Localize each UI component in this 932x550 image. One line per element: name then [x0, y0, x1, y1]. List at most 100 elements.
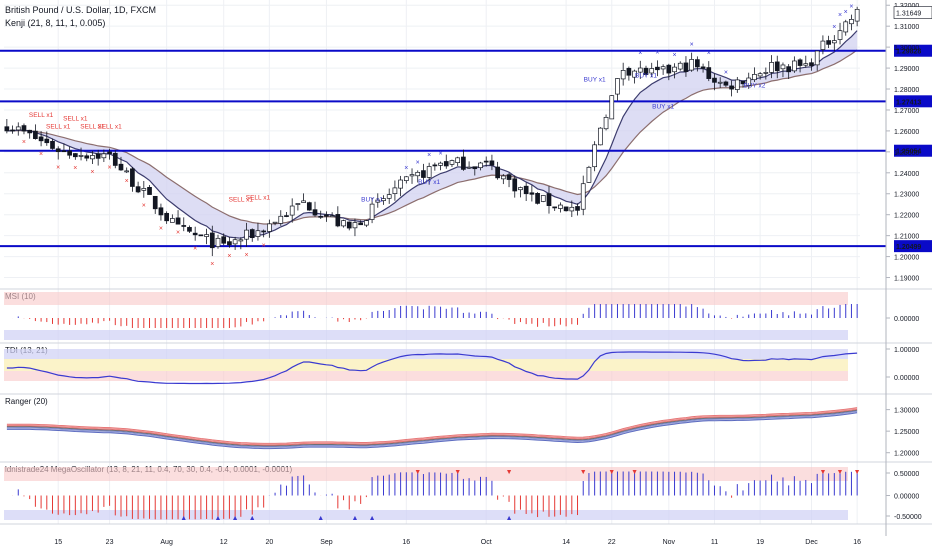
x-tick-label: 15: [54, 539, 62, 546]
indicator-bands: [6, 30, 858, 239]
x-tick-label: 14: [562, 539, 570, 546]
signal-cross-marker: ×: [838, 12, 842, 19]
candle-body: [135, 186, 141, 193]
candles: [4, 6, 860, 257]
x-tick-label: Oct: [481, 539, 492, 546]
ranger-upper-line: [6, 408, 858, 445]
signal-cross-marker: ×: [724, 70, 728, 77]
candle-body: [529, 192, 535, 195]
candle-body: [792, 60, 797, 72]
candle-body: [757, 73, 763, 77]
candle-body: [403, 176, 409, 181]
x-tick-label: 11: [711, 539, 718, 546]
mega-sell-marker: ▼: [580, 469, 587, 476]
mega-sell-marker: ▼: [608, 469, 615, 476]
ranger-mid-line: [6, 409, 858, 447]
signal-cross-marker: ×: [193, 246, 197, 253]
x-tick-label: 16: [402, 539, 410, 546]
candle-body: [67, 150, 72, 156]
candle-body: [746, 77, 752, 86]
candle-body: [238, 239, 244, 242]
candle-body: [95, 153, 101, 159]
candle-body: [312, 209, 318, 216]
candle-body: [558, 204, 563, 209]
candle-body: [352, 222, 358, 229]
candle-body: [124, 170, 130, 173]
signal-cross-marker: ×: [690, 42, 694, 49]
price-level-tag: [894, 44, 932, 57]
mega-sell-marker: ▼: [631, 469, 638, 476]
candle-body: [706, 67, 712, 79]
candle-body: [637, 67, 643, 73]
candle-body: [164, 212, 169, 222]
signal-cross-marker: ×: [416, 159, 420, 166]
candle-body: [78, 155, 84, 157]
tdi-line: [6, 351, 858, 385]
candle-body: [158, 207, 164, 216]
osc-tick-label: 1.30000: [894, 408, 919, 415]
candle-body: [61, 150, 67, 153]
y-tick-label: 1.22000: [894, 213, 919, 220]
candle-body: [369, 203, 375, 220]
candle-body: [546, 193, 552, 206]
mega-sell-marker: ▼: [854, 469, 861, 476]
candle-body: [4, 126, 10, 132]
candle-body: [409, 174, 415, 177]
candle-body: [837, 30, 843, 40]
ma-band: [6, 30, 858, 239]
mega-upper-band: [4, 467, 848, 481]
candle-body: [421, 170, 426, 178]
osc-tick-label: 0.00000: [894, 375, 919, 382]
candle-body: [489, 160, 495, 166]
candle-body: [438, 162, 443, 166]
candle-body: [615, 78, 620, 95]
sell-signal-label: SELL x1: [80, 123, 105, 130]
last-price-label: 1.31649: [896, 11, 921, 18]
candle-body: [44, 138, 50, 144]
candle-body: [318, 215, 324, 218]
candle-body: [249, 229, 255, 239]
y-tick-label: 1.23000: [894, 192, 919, 199]
osc-tick-label: 1.00000: [894, 347, 919, 354]
signal-cross-marker: ×: [655, 49, 659, 56]
y-tick-label: 1.25000: [894, 150, 919, 157]
candle-body: [33, 130, 38, 139]
candle-body: [831, 40, 837, 44]
candle-body: [306, 202, 312, 211]
candle-body: [740, 80, 746, 85]
x-tick-label: 16: [853, 539, 861, 546]
mega-sell-marker: ▼: [454, 469, 461, 476]
candle-body: [449, 160, 455, 165]
candle-body: [666, 64, 672, 74]
candle-body: [118, 163, 124, 171]
candle-body: [443, 161, 449, 167]
candle-body: [809, 62, 814, 66]
candle-body: [660, 66, 666, 70]
signal-cross-marker: ×: [90, 169, 94, 176]
candle-body: [209, 232, 215, 249]
candle-body: [523, 185, 529, 195]
candle-body: [15, 126, 21, 131]
pane-title: Ranger (20): [5, 397, 48, 406]
candle-body: [169, 218, 175, 223]
signal-cross-marker: ×: [22, 139, 26, 146]
candle-body: [375, 199, 381, 203]
oscillator-panes: MSI (10)TDI (13, 21)Ranger (20)ldnistrad…: [0, 288, 932, 525]
mega-buy-marker: ▲: [232, 515, 239, 522]
candle-body: [324, 214, 329, 217]
candle-body: [432, 164, 438, 167]
candle-body: [849, 19, 854, 25]
candle-body: [649, 68, 655, 74]
candle-body: [535, 193, 540, 204]
candle-body: [227, 241, 232, 246]
candle-body: [141, 188, 147, 191]
signal-cross-marker: ×: [73, 165, 77, 172]
mega-buy-marker: ▲: [317, 515, 324, 522]
candle-body: [90, 155, 95, 160]
candle-body: [455, 157, 461, 163]
price-level-tag: [894, 240, 932, 253]
tdi-lower-band: [4, 371, 848, 381]
osc-tick-label: 0.50000: [894, 471, 919, 478]
candle-body: [381, 198, 386, 202]
